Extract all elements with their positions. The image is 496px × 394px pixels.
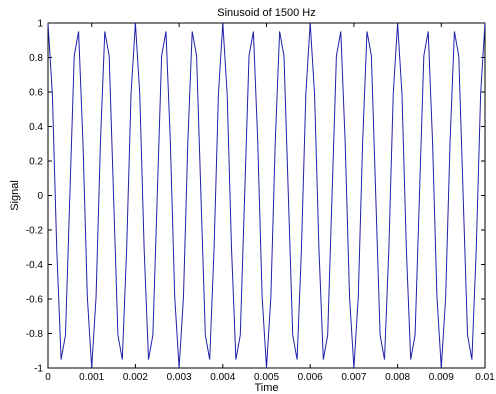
y-axis-ticks: 1 0.8 0.6 0.4 0.2 0 -0.2 -0.4 -0.6 -0.8 -1 bbox=[26, 19, 485, 375]
chart-title: Sinusoid of 1500 Hz bbox=[217, 7, 315, 19]
y-tick-label: 0.2 bbox=[29, 157, 43, 168]
x-tick-label: 0 bbox=[45, 372, 51, 383]
y-tick-label: 0 bbox=[37, 191, 43, 202]
x-tick-label: 0.004 bbox=[210, 372, 235, 383]
y-tick-label: -0.2 bbox=[26, 226, 44, 237]
plot-area bbox=[47, 22, 486, 369]
y-tick-label: -0.8 bbox=[26, 329, 44, 340]
x-tick-label: 0.01 bbox=[475, 372, 495, 383]
series-line bbox=[47, 22, 486, 369]
x-tick-label: 0.005 bbox=[254, 372, 279, 383]
x-tick-label: 0.008 bbox=[385, 372, 410, 383]
x-axis-ticks: 0 0.001 0.002 0.003 0.004 0.005 0.006 0.007 0.00… bbox=[45, 23, 495, 383]
x-tick-label: 0.003 bbox=[167, 372, 192, 383]
series-layer bbox=[47, 22, 486, 369]
x-tick-label: 0.006 bbox=[298, 372, 323, 383]
x-tick-label: 0.007 bbox=[341, 372, 366, 383]
y-tick-label: -0.4 bbox=[26, 260, 44, 271]
y-axis-title: Signal bbox=[9, 180, 21, 211]
y-tick-label: -0.6 bbox=[26, 295, 44, 306]
x-tick-label: 0.002 bbox=[123, 372, 148, 383]
y-tick-label: -1 bbox=[34, 364, 43, 375]
x-tick-label: 0.009 bbox=[429, 372, 454, 383]
y-tick-label: 0.4 bbox=[29, 122, 43, 133]
y-tick-label: 0.8 bbox=[29, 53, 43, 64]
x-axis-title: Time bbox=[254, 382, 278, 394]
y-tick-label: 1 bbox=[37, 19, 43, 30]
x-tick-label: 0.001 bbox=[79, 372, 104, 383]
y-tick-label: 0.6 bbox=[29, 88, 43, 99]
